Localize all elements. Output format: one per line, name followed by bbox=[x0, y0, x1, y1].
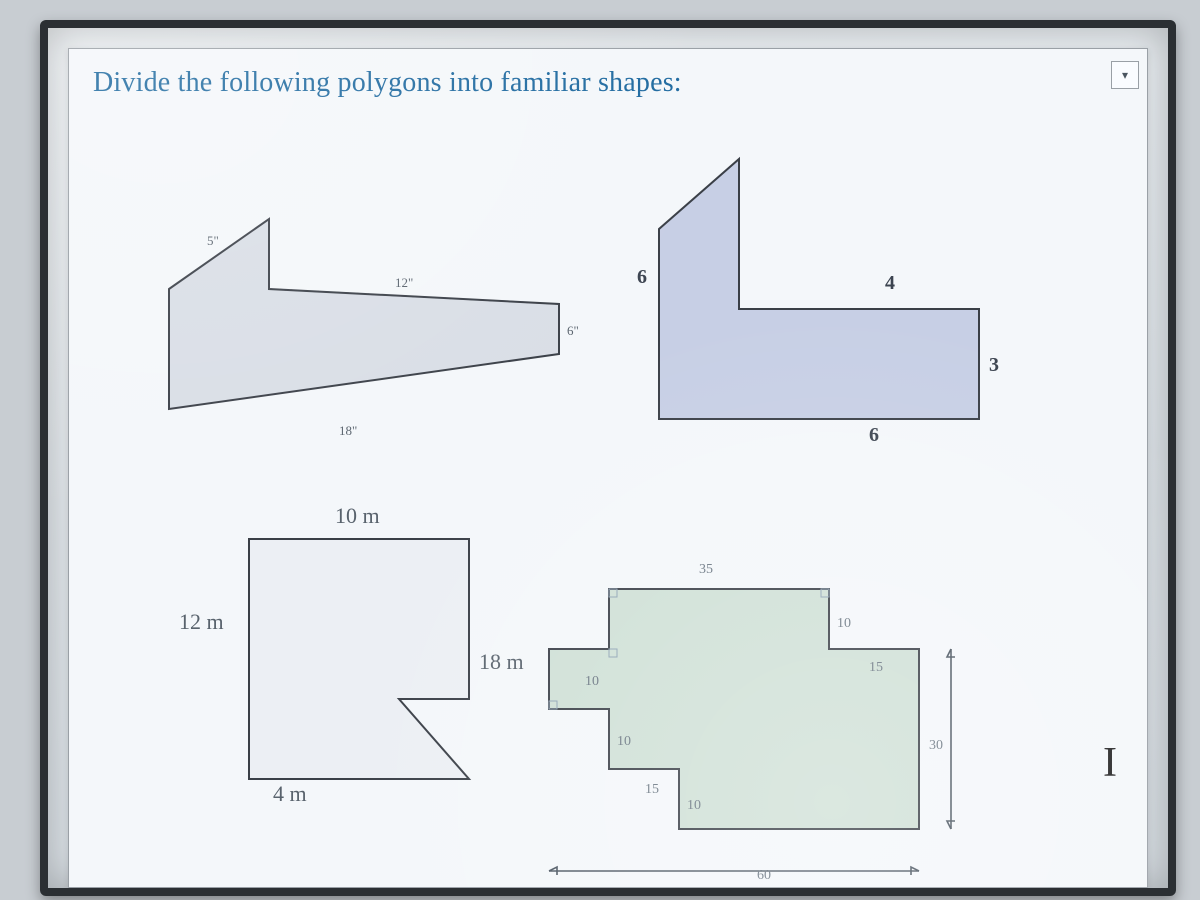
label-60: 60 bbox=[757, 868, 771, 883]
photo-frame: Divide the following polygons into famil… bbox=[40, 20, 1176, 896]
polygon-4-fill bbox=[549, 589, 919, 829]
label-10c: 10 bbox=[617, 734, 631, 749]
label-3: 3 bbox=[989, 354, 999, 376]
polygon-2: 6 4 3 6 bbox=[649, 149, 1009, 459]
label-10b: 10 bbox=[837, 616, 851, 631]
polygon-3-fill bbox=[249, 539, 469, 779]
label-5in: 5" bbox=[207, 233, 219, 248]
dim-30 bbox=[947, 649, 955, 829]
collapse-toggle[interactable]: ▾ bbox=[1111, 61, 1139, 89]
label-15b: 15 bbox=[645, 782, 659, 797]
polygon-4: 35 10 10 15 10 15 10 30 60 bbox=[539, 579, 989, 896]
polygon-2-fill bbox=[659, 159, 979, 419]
label-10a: 10 bbox=[585, 674, 599, 689]
label-15a: 15 bbox=[869, 660, 883, 675]
label-35: 35 bbox=[699, 562, 713, 577]
question-title: Divide the following polygons into famil… bbox=[93, 67, 682, 99]
label-6-left: 6 bbox=[637, 266, 647, 288]
text-cursor-icon: I bbox=[1103, 739, 1117, 787]
chevron-down-icon: ▾ bbox=[1122, 68, 1128, 82]
label-12in: 12" bbox=[395, 275, 413, 290]
label-10d: 10 bbox=[687, 798, 701, 813]
label-12m: 12 m bbox=[179, 609, 224, 634]
polygon-1: 5" 12" 6" 18" bbox=[159, 209, 589, 459]
diagram-area: 5" 12" 6" 18" 6 4 3 6 10 m 12 m 18 m 4 m bbox=[69, 109, 1147, 887]
label-6-bottom: 6 bbox=[869, 424, 879, 446]
label-4: 4 bbox=[885, 272, 895, 294]
label-10m-top: 10 m bbox=[335, 503, 380, 528]
label-18m: 18 m bbox=[479, 649, 524, 674]
polygon-3: 10 m 12 m 18 m 4 m bbox=[239, 529, 499, 829]
label-6in: 6" bbox=[567, 323, 579, 338]
label-18in: 18" bbox=[339, 423, 357, 438]
dim-60 bbox=[549, 867, 919, 875]
label-4m: 4 m bbox=[273, 781, 307, 806]
worksheet-panel: Divide the following polygons into famil… bbox=[68, 48, 1148, 888]
label-30: 30 bbox=[929, 738, 943, 753]
polygon-1-fill bbox=[169, 219, 559, 409]
